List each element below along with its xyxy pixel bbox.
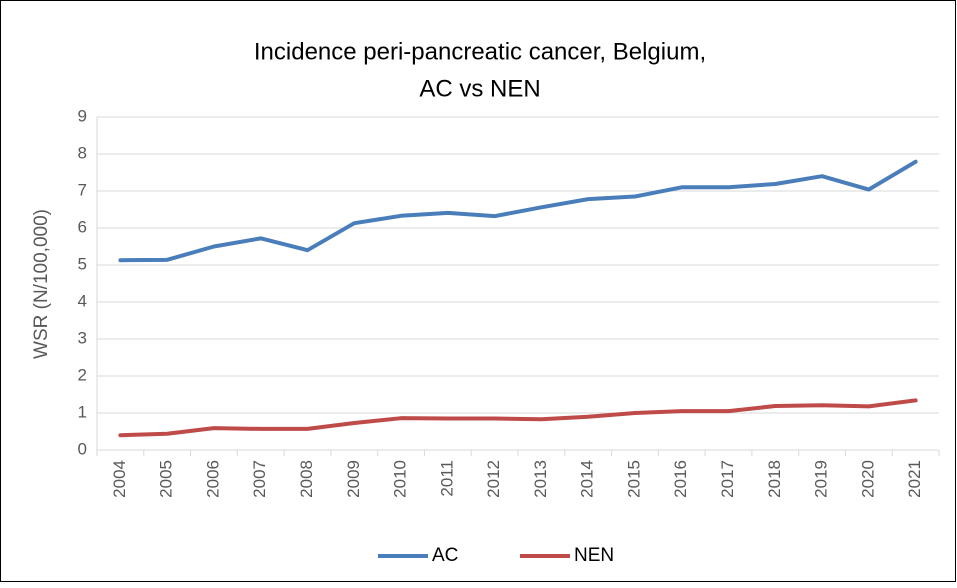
- x-tick-label: 2021: [905, 460, 924, 498]
- x-tick-label: 2018: [765, 460, 784, 498]
- y-tick-label: 6: [78, 217, 87, 236]
- y-tick-label: 4: [78, 291, 87, 310]
- series-line: [118, 159, 918, 263]
- legend-label: NEN: [574, 545, 614, 566]
- y-tick-label: 1: [78, 402, 87, 421]
- x-tick-label: 2006: [203, 460, 222, 498]
- x-tick-label: 2019: [812, 460, 831, 498]
- x-tick-label: 2008: [297, 460, 316, 498]
- x-tick-label: 2014: [578, 460, 597, 498]
- legend-label: AC: [432, 545, 458, 566]
- x-tick-label: 2011: [437, 460, 456, 497]
- y-tick-label: 8: [78, 143, 87, 162]
- series-line: [118, 398, 918, 438]
- x-tick-label: 2009: [344, 460, 363, 498]
- y-tick-label: 2: [78, 365, 87, 384]
- x-tick-label: 2016: [671, 460, 690, 498]
- x-tick-label: 2004: [110, 460, 129, 498]
- y-tick-label: 0: [78, 439, 87, 458]
- y-tick-label: 9: [78, 106, 87, 125]
- y-tick-label: 7: [78, 180, 87, 199]
- x-tick-label: 2020: [858, 460, 877, 498]
- x-tick-label: 2017: [718, 460, 737, 498]
- x-tick-label: 2013: [531, 460, 550, 498]
- x-tick-label: 2012: [484, 460, 503, 498]
- x-tick-label: 2010: [391, 460, 410, 498]
- y-tick-label: 3: [78, 328, 87, 347]
- x-tick-label: 2005: [157, 460, 176, 498]
- x-tick-label: 2015: [624, 460, 643, 498]
- y-tick-label: 5: [78, 254, 87, 273]
- y-axis-label: WSR (N/100,000): [31, 209, 52, 359]
- chart-title: Incidence peri-pancreatic cancer, Belgiu…: [254, 38, 706, 65]
- chart-title: AC vs NEN: [419, 75, 540, 102]
- x-tick-label: 2007: [250, 460, 269, 498]
